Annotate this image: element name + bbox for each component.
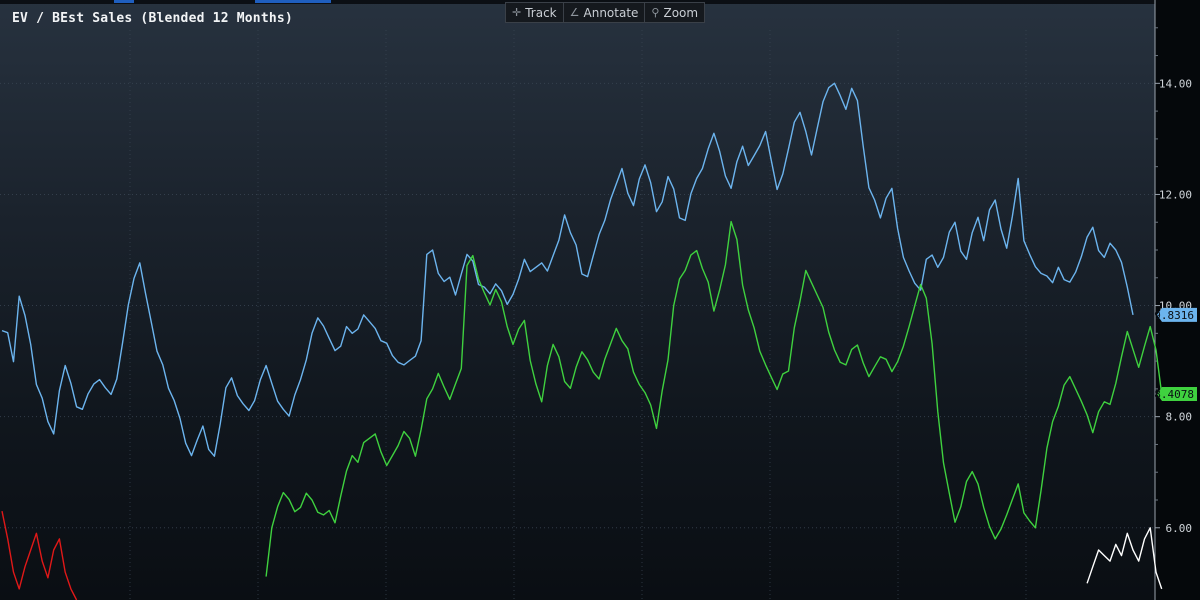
zoom-button[interactable]: ⚲ Zoom xyxy=(644,3,704,22)
last-value-tag xyxy=(1157,307,1197,322)
series-line-2 xyxy=(265,220,1163,577)
series-line-1 xyxy=(1,82,1134,457)
last-value-label: 8.4078 xyxy=(1154,388,1194,401)
series-line-3 xyxy=(1,510,78,600)
tab-highlight[interactable] xyxy=(114,0,134,3)
y-tick-label: 14.00 xyxy=(1159,77,1192,90)
crosshair-icon: ✛ xyxy=(512,6,522,19)
magnifier-icon: ⚲ xyxy=(651,6,660,19)
last-value-tag xyxy=(1157,387,1197,402)
tab-highlight[interactable] xyxy=(255,0,331,3)
series-line-4 xyxy=(1086,527,1163,590)
annotate-button[interactable]: ∠ Annotate xyxy=(562,3,645,22)
track-button[interactable]: ✛ Track xyxy=(506,3,563,22)
chart-toolbar: ✛ Track ∠ Annotate ⚲ Zoom xyxy=(505,2,706,23)
y-axis-panel xyxy=(1155,0,1200,600)
y-tick-label: 8.00 xyxy=(1166,411,1193,424)
last-value-label: 9.8316 xyxy=(1154,309,1194,322)
zoom-label: Zoom xyxy=(663,5,699,20)
chart-title: EV / BEst Sales (Blended 12 Months) xyxy=(12,11,293,26)
pencil-icon: ∠ xyxy=(569,6,580,19)
annotate-label: Annotate xyxy=(583,5,639,20)
track-label: Track xyxy=(525,5,557,20)
y-tick-label: 6.00 xyxy=(1166,522,1193,535)
y-tick-label: 12.00 xyxy=(1159,188,1192,201)
